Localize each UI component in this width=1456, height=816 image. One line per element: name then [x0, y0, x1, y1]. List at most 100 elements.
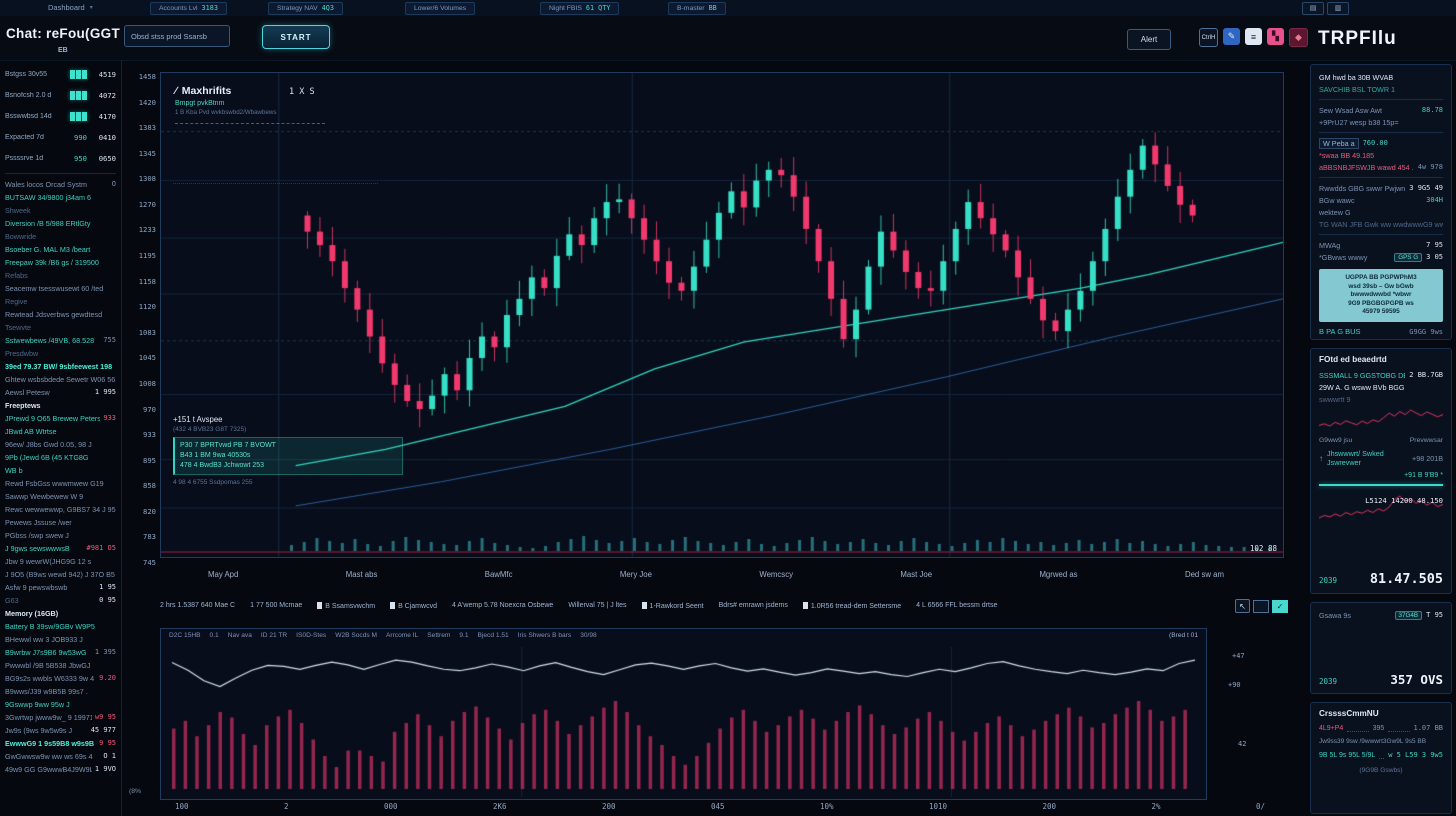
dotted-leader: [1379, 752, 1385, 759]
footer-left: 2039: [1319, 576, 1338, 585]
card-note: Jw9ss39 9sw /9wwwrt3Gw9L 9s5 BB: [1319, 738, 1427, 745]
row-label: aBBSNBJFSWJB wawd 454 .358 ,: [1319, 162, 1414, 172]
right-panel-title: TRPFIlu: [1318, 28, 1397, 49]
ticker-item[interactable]: B Ssamsvwchm: [317, 602, 375, 610]
secondary-chart[interactable]: D2C 15HB 0.1 Nav ava ID 21 TR IS0D-Stes W2B S…: [160, 628, 1207, 800]
list-item-label: J 9O5 (B9ws wewd 942) J 37O B5: [5, 570, 115, 579]
top-pill-accounts[interactable]: Accounts Lvl 3183: [150, 2, 227, 15]
list-item: Asfw 9 pewswbswb 1 95: [5, 581, 116, 594]
layout-grid-icon[interactable]: ▤: [1302, 2, 1324, 15]
top-pill-bmaster[interactable]: B-master BB: [668, 2, 726, 15]
price-tick: 933: [143, 430, 156, 440]
price-tick: 970: [143, 404, 156, 414]
dashboard-menu[interactable]: Dashboard ▾: [48, 3, 93, 12]
list-item-label: Regive: [5, 297, 28, 306]
row-label: Sew Wsad Asw Awt: [1319, 105, 1382, 115]
row-chip[interactable]: 37G4B: [1394, 610, 1423, 620]
checkbox-on[interactable]: ✓: [1272, 599, 1288, 613]
checkbox-off[interactable]: [1253, 599, 1269, 613]
row-label: GM hwd ba 30B WVAB: [1319, 72, 1394, 82]
header-item[interactable]: 9.1: [459, 632, 469, 639]
header-item[interactable]: IS0D-Stes: [296, 632, 327, 639]
ticker-item[interactable]: 1-Rawkord Seent: [641, 602, 704, 610]
row-label: +9PrU27 wesp b38 15p=: [1319, 117, 1399, 127]
pencil-icon[interactable]: ✎: [1223, 28, 1240, 45]
stat-label: Pssssrve 1d: [5, 155, 44, 162]
ticker-item[interactable]: Bdrs# emrawn jsdems: [719, 602, 788, 610]
row-chip[interactable]: GPS G: [1394, 252, 1423, 262]
header-item[interactable]: 30/98: [580, 632, 597, 639]
top-pill-night[interactable]: Night FBIS 61 QTY: [540, 2, 620, 15]
dotted-guide: [173, 183, 378, 184]
stat-row: Bstgss 30v55 4519: [5, 64, 116, 85]
summary-row: Rwwdds GBG swwr Pwjwna JBG7 7/GBG 3 9G5 …: [1319, 182, 1443, 194]
bottom-side-label: +90: [1228, 681, 1241, 689]
stat-row: Expacted 7d 990 0410: [5, 127, 116, 148]
ticker-item[interactable]: 2 hrs 1.5387 640 Mae C: [160, 602, 235, 610]
list-item: BUTSAW 34/9800 j34am 6: [5, 191, 116, 204]
line-volume-canvas[interactable]: [162, 647, 1205, 797]
list-item-label: Jbw 9 wewrW(JHG9G 12 s: [5, 557, 92, 566]
list-item-label: Battery B 39sw/9GBv W9P5: [5, 622, 95, 631]
search-input[interactable]: [124, 25, 230, 47]
bell-icon[interactable]: ◆: [1289, 28, 1308, 47]
cursor-icon[interactable]: ↖: [1235, 599, 1250, 613]
chart-icon[interactable]: ▚: [1267, 28, 1284, 45]
ticker-item[interactable]: 1 77 500 Mcmae: [250, 602, 302, 610]
list-item-label: BG9s2s wwbls W6333 9w 4: [5, 674, 95, 683]
row-value: +91 B 9'B9 *: [1404, 472, 1443, 479]
pill-value: 61 QTY: [585, 4, 611, 12]
list-item-label: Refabs: [5, 271, 28, 280]
annotation-box-line: B43 1 BM 9wa 40530s: [180, 452, 251, 459]
ticker-item-label: 2 hrs 1.5387 640 Mae C: [160, 602, 236, 609]
alert-button[interactable]: Alert: [1127, 29, 1171, 50]
chart-watermark: ∕ Maxhrifits Bmpgt pvkBtnm 1 B Kba Pvd wv…: [175, 85, 325, 124]
header-item[interactable]: ID 21 TR: [260, 632, 288, 639]
header-item[interactable]: D2C 15HB: [169, 632, 201, 639]
summary-row: [1319, 234, 1443, 235]
list-item: Presdwbw: [5, 347, 116, 360]
summary-row: Sew Wsad Asw Awt 88.78: [1319, 104, 1443, 116]
watermark-note: 1 B Kba Pvd wvkbswbd2/Wbawbews: [175, 109, 277, 116]
list-icon[interactable]: ≡: [1245, 28, 1262, 45]
list-item: GwGwwsw9w ww ws 69s 4 O 1: [5, 750, 116, 763]
header-item[interactable]: Nav ava: [227, 632, 252, 639]
list-item-label: Wales locos Orcad Systm: [5, 180, 88, 189]
header-item[interactable]: Iris Shwers B bars: [517, 632, 572, 639]
header-item[interactable]: Bjecd 1.51: [477, 632, 509, 639]
header-item[interactable]: 0.1: [209, 632, 219, 639]
candlestick-canvas[interactable]: [161, 73, 1283, 557]
top-pill-volumes[interactable]: Lower/6 Volumes: [405, 2, 476, 15]
ticker-item[interactable]: Willerval 75 | J ltes: [568, 602, 626, 610]
annotation-box-line: P30 7 BPRTvwd PB 7 BVOWT: [180, 442, 276, 449]
header-item[interactable]: W2B Socds M: [335, 632, 378, 639]
grid-icon[interactable]: CtrlH: [1199, 28, 1218, 47]
main-chart[interactable]: ∕ Maxhrifits Bmpgt pvkBtnm 1 B Kba Pvd wv…: [160, 72, 1284, 558]
top-pill-strategy[interactable]: Strategy NAV 4Q3: [268, 2, 343, 15]
header-item[interactable]: Settrem: [427, 632, 451, 639]
time-tick: 200: [601, 802, 616, 811]
summary-row: *GBwws wwwy GPS G 3 05: [1319, 251, 1443, 263]
stat-label: Expacted 7d: [5, 134, 44, 141]
stat-bar: [70, 91, 87, 100]
price-tick: 1233: [138, 225, 156, 235]
header-item[interactable]: Arrcome IL: [386, 632, 419, 639]
ticker-item[interactable]: 4 A'wemp 5.78 Noexcra Osbewe: [452, 602, 553, 610]
ticker-item[interactable]: 4 L 6566 FFL bessm drtse: [916, 602, 997, 610]
list-item: Rewc wewwewwp, G9BS7 34 J 95: [5, 503, 116, 516]
list-item-value: O 1: [103, 752, 116, 760]
time-tick: Mgrwed as: [1039, 570, 1078, 579]
pill-label: Lower/6 Volumes: [414, 5, 467, 12]
square-icon: [390, 602, 396, 609]
layout-columns-icon[interactable]: ▥: [1327, 2, 1349, 15]
ticker-item[interactable]: B Cjamwcvd: [390, 602, 437, 610]
slash-icon: ∕: [175, 85, 177, 97]
time-tick: May Apd: [208, 570, 239, 579]
list-item-label: EwwwG9 1 9s59B8 w9s9B: [5, 739, 95, 748]
start-button[interactable]: START: [262, 25, 330, 49]
ticker-item-label: 1 77 500 Mcmae: [250, 602, 303, 609]
list-item: Aewsl Petesw 1 995: [5, 386, 116, 399]
ticker-item[interactable]: 1.0R56 tread-dem Settersme: [802, 602, 901, 610]
ticker-item-label: B Ssamsvwchm: [325, 603, 376, 610]
